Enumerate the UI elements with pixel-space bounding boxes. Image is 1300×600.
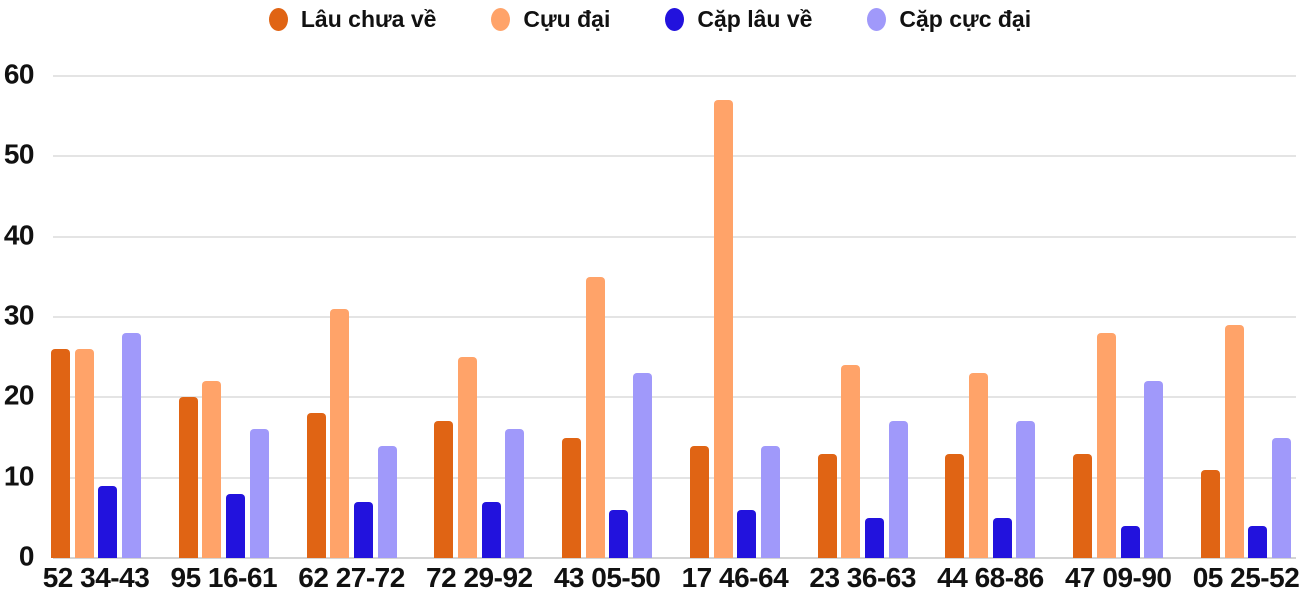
bar-series-3 bbox=[1248, 525, 1268, 558]
gridline bbox=[53, 75, 1296, 77]
bar-group-5 bbox=[562, 276, 653, 558]
x-axis-category-label: 43 05-50 bbox=[553, 562, 661, 593]
bar-group-9 bbox=[1073, 333, 1164, 558]
bar-series-3 bbox=[992, 517, 1012, 558]
y-axis-tick-label: 50 bbox=[3, 139, 35, 171]
x-axis-baseline bbox=[53, 557, 1296, 559]
bar-group-1 bbox=[51, 333, 141, 558]
y-axis-tick-label: 10 bbox=[3, 460, 35, 492]
bar-series-4 bbox=[121, 333, 141, 558]
gridline bbox=[53, 476, 1296, 479]
legend-item-1[interactable]: Lâu chưa về bbox=[268, 6, 437, 33]
bar-series-3 bbox=[864, 517, 884, 558]
bar-series-2 bbox=[585, 276, 605, 558]
bar-series-2 bbox=[74, 349, 94, 558]
legend-label: Cựu đại bbox=[523, 6, 611, 32]
bar-series-4 bbox=[633, 373, 653, 558]
legend-item-3[interactable]: Cặp lâu về bbox=[665, 6, 812, 33]
y-axis-tick-label: 30 bbox=[3, 299, 35, 331]
x-axis-category-label: 47 09-90 bbox=[1064, 562, 1172, 593]
legend-item-4[interactable]: Cặp cực đại bbox=[867, 6, 1031, 33]
bar-series-3 bbox=[353, 501, 373, 558]
y-axis-tick-label: 0 bbox=[18, 540, 35, 572]
legend-item-2[interactable]: Cựu đại bbox=[491, 6, 610, 33]
bar-series-2 bbox=[330, 308, 350, 558]
bar-group-4 bbox=[434, 357, 525, 558]
bar-series-4 bbox=[249, 429, 269, 558]
bar-series-2 bbox=[1096, 333, 1116, 558]
x-axis-category-label: 72 29-92 bbox=[426, 562, 533, 593]
bar-series-3 bbox=[1120, 525, 1140, 558]
legend-dot-icon bbox=[268, 8, 288, 31]
y-axis-tick-label: 20 bbox=[3, 380, 35, 412]
bar-series-4 bbox=[888, 421, 908, 558]
legend-label: Cặp cực đại bbox=[899, 6, 1032, 32]
legend-label: Lâu chưa về bbox=[300, 6, 437, 32]
x-axis-category-label: 05 25-52 bbox=[1192, 562, 1300, 593]
bar-series-2 bbox=[713, 100, 733, 558]
bar-series-4 bbox=[1144, 381, 1164, 558]
bar-series-2 bbox=[202, 381, 222, 558]
bar-series-2 bbox=[841, 365, 861, 558]
bar-series-2 bbox=[457, 357, 477, 558]
bar-series-4 bbox=[1016, 421, 1036, 558]
bar-group-2 bbox=[178, 381, 269, 558]
bar-series-4 bbox=[1271, 437, 1291, 558]
bar-series-1 bbox=[689, 445, 709, 558]
bar-group-6 bbox=[689, 100, 780, 558]
gridline bbox=[53, 316, 1296, 318]
gridline bbox=[53, 155, 1296, 158]
bar-series-3 bbox=[481, 501, 501, 558]
x-axis-category-label: 44 68-86 bbox=[937, 562, 1044, 593]
bar-series-1 bbox=[306, 413, 326, 558]
bar-series-1 bbox=[51, 349, 70, 558]
bar-group-10 bbox=[1201, 325, 1291, 558]
bar-series-1 bbox=[1073, 453, 1093, 558]
bar-series-1 bbox=[817, 453, 837, 558]
bar-group-7 bbox=[817, 365, 908, 558]
bar-series-1 bbox=[562, 437, 582, 558]
y-axis-tick-label: 60 bbox=[3, 58, 35, 90]
gridline bbox=[53, 235, 1296, 238]
bar-series-3 bbox=[226, 493, 246, 558]
bar-series-2 bbox=[969, 373, 989, 558]
x-axis-category-label: 52 34-43 bbox=[42, 562, 150, 593]
x-axis-category-label: 95 16-61 bbox=[170, 562, 278, 593]
bar-series-4 bbox=[760, 445, 780, 558]
bar-series-4 bbox=[377, 445, 397, 558]
bar-series-1 bbox=[1201, 469, 1220, 558]
chart-legend: Lâu chưa về Cựu đại Cặp lâu về Cặp cực đại bbox=[0, 6, 1300, 33]
legend-dot-icon bbox=[867, 8, 887, 31]
legend-dot-icon bbox=[491, 8, 511, 31]
bar-series-1 bbox=[945, 453, 965, 558]
bar-series-3 bbox=[737, 509, 757, 558]
bar-group-3 bbox=[306, 308, 397, 558]
bar-series-1 bbox=[178, 397, 198, 558]
bar-series-2 bbox=[1224, 325, 1244, 558]
legend-dot-icon bbox=[665, 8, 685, 31]
gridline bbox=[53, 396, 1296, 399]
bar-group-8 bbox=[945, 373, 1036, 558]
bar-series-1 bbox=[434, 421, 454, 558]
bar-series-3 bbox=[609, 509, 629, 558]
y-axis-tick-label: 40 bbox=[3, 219, 35, 251]
x-axis-category-label: 17 46-64 bbox=[681, 562, 789, 593]
bar-series-3 bbox=[98, 485, 118, 558]
x-axis-category-label: 62 27-72 bbox=[298, 562, 405, 593]
bar-series-4 bbox=[505, 429, 525, 558]
x-axis-category-label: 23 36-63 bbox=[809, 562, 916, 593]
legend-label: Cặp lâu về bbox=[697, 6, 813, 32]
